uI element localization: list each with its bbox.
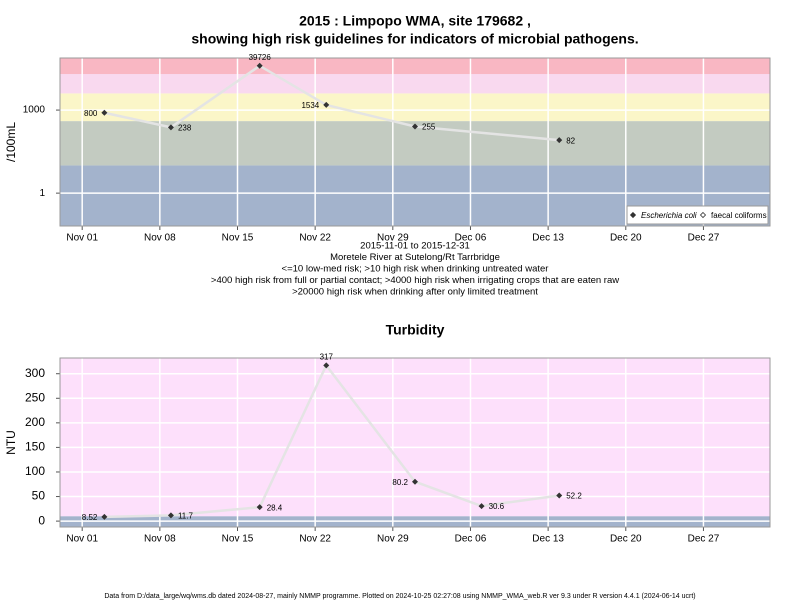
- subtitle: >400 high risk from full or partial cont…: [211, 275, 619, 286]
- data-point: [167, 124, 174, 131]
- x-tick-label: Nov 29: [377, 534, 409, 545]
- data-label: 8.52: [82, 513, 98, 522]
- y-tick-label: 50: [32, 489, 46, 503]
- y-tick-label: 1000: [23, 105, 46, 116]
- y-tick-label: 150: [25, 440, 45, 454]
- x-tick-label: Dec 06: [455, 233, 487, 244]
- data-point: [323, 101, 330, 108]
- data-point: [412, 123, 418, 130]
- data-label: 11.7: [178, 511, 194, 520]
- data-label: 28.4: [267, 503, 283, 512]
- data-label: 255: [422, 123, 436, 132]
- plot-border: [59, 357, 771, 528]
- data-point: [256, 62, 263, 69]
- x-tick-label: Nov 22: [299, 534, 331, 545]
- chart-title: showing high risk guidelines for indicat…: [191, 31, 638, 47]
- chart-title: Turbidity: [386, 322, 445, 338]
- data-point: [101, 109, 108, 116]
- legend-marker: [629, 211, 637, 219]
- x-tick-label: Dec 13: [532, 233, 564, 244]
- data-point: [556, 137, 563, 144]
- data-point: [478, 503, 485, 510]
- y-tick-label: 250: [25, 390, 45, 404]
- x-tick-label: Nov 01: [66, 233, 98, 244]
- x-tick-label: Nov 22: [299, 233, 331, 244]
- plot-border: [59, 57, 771, 227]
- data-point: [167, 512, 174, 519]
- x-tick-label: Dec 20: [610, 233, 642, 244]
- data-label: 238: [178, 123, 192, 132]
- data-point: [256, 504, 263, 511]
- x-tick-label: Dec 20: [610, 534, 642, 545]
- data-label: 82: [566, 136, 575, 145]
- chart-title: 2015 : Limpopo WMA, site 179682 ,: [299, 13, 531, 29]
- subtitle: 2015-11-01 to 2015-12-31: [360, 241, 470, 252]
- data-point: [412, 478, 418, 485]
- data-label: 1534: [301, 101, 319, 110]
- x-tick-label: Nov 08: [144, 534, 176, 545]
- risk-band: [60, 74, 770, 94]
- data-label: 80.2: [392, 478, 408, 487]
- subtitle: >20000 high risk when drinking after onl…: [292, 287, 538, 298]
- risk-band: [60, 58, 770, 75]
- data-point: [323, 362, 330, 369]
- footer: Data from D:/data_large/wq/wms.db dated …: [104, 593, 695, 600]
- x-tick-label: Dec 27: [688, 534, 720, 545]
- data-point: [556, 492, 563, 499]
- y-axis-label: /100mL: [4, 122, 18, 162]
- legend-box: [626, 205, 769, 225]
- x-tick-label: Dec 06: [455, 534, 487, 545]
- data-label: 30.6: [489, 502, 505, 511]
- x-tick-label: Nov 08: [144, 233, 176, 244]
- legend-marker: [699, 211, 707, 219]
- risk-band: [60, 358, 770, 517]
- x-tick-label: Nov 29: [377, 233, 409, 244]
- legend-label: Escherichia coli: [641, 211, 697, 220]
- data-label: 800: [84, 109, 98, 118]
- series-line: [104, 64, 560, 142]
- y-tick-label: 200: [25, 415, 45, 429]
- x-tick-label: Dec 13: [532, 534, 564, 545]
- data-label: 317: [320, 352, 334, 361]
- y-tick-label: 300: [25, 366, 45, 380]
- y-tick-label: 100: [25, 464, 45, 478]
- x-tick-label: Nov 01: [66, 534, 98, 545]
- x-tick-label: Nov 15: [222, 534, 254, 545]
- x-tick-label: Nov 15: [222, 233, 254, 244]
- subtitle: <=10 low-med risk; >10 high risk when dr…: [282, 264, 549, 275]
- data-label: 39726: [249, 53, 272, 62]
- subtitle: Moretele River at Sutelong/Rt Tarrbridge: [330, 252, 500, 263]
- y-axis-label: NTU: [4, 430, 18, 455]
- y-tick-label: 1: [39, 188, 45, 199]
- y-tick-label: 0: [38, 513, 45, 527]
- data-label: 52.2: [566, 492, 582, 501]
- risk-band: [60, 93, 770, 122]
- data-point: [101, 513, 108, 520]
- x-tick-label: Dec 27: [688, 233, 720, 244]
- legend-label: faecal coliforms: [711, 211, 767, 220]
